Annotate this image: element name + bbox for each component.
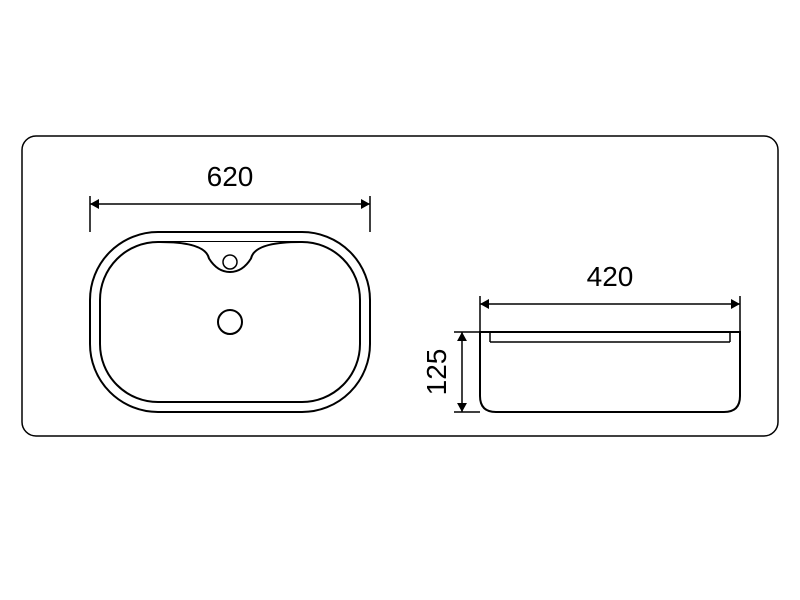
dim-label-width: 620 xyxy=(207,161,254,192)
technical-drawing-svg: 620 420 125 xyxy=(0,0,800,600)
dim-label-height: 125 xyxy=(421,349,452,396)
drain-hole xyxy=(218,310,242,334)
dim-label-depth: 420 xyxy=(587,261,634,292)
frame xyxy=(22,136,778,436)
basin-side-outline xyxy=(480,332,740,412)
drawing-canvas: 620 420 125 xyxy=(0,0,800,600)
